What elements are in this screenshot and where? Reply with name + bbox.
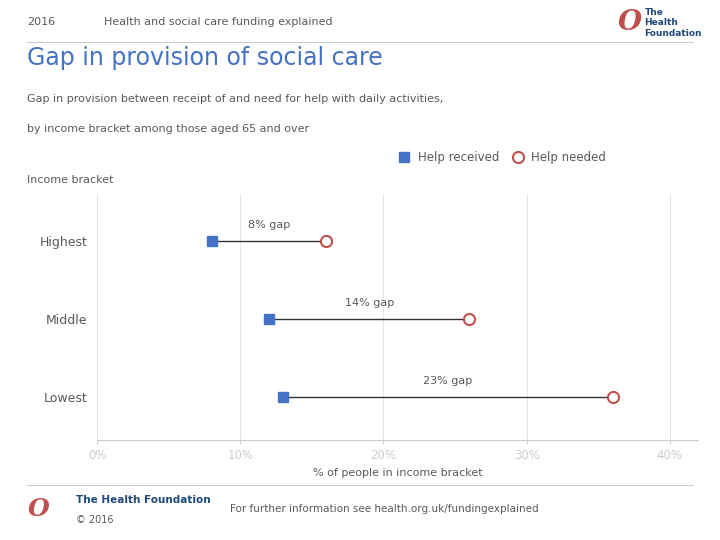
Text: 23% gap: 23% gap: [423, 375, 472, 386]
Text: Help received: Help received: [418, 151, 499, 164]
Text: Foundation: Foundation: [644, 29, 702, 38]
Text: Help needed: Help needed: [531, 151, 606, 164]
Text: The Health Foundation: The Health Foundation: [76, 495, 210, 505]
Text: Health: Health: [644, 18, 678, 28]
Text: The: The: [644, 8, 663, 17]
Text: Gap in provision of social care: Gap in provision of social care: [27, 46, 383, 70]
Text: 2016: 2016: [27, 17, 55, 27]
Text: Gap in provision between receipt of and need for help with daily activities,: Gap in provision between receipt of and …: [27, 94, 444, 104]
X-axis label: % of people in income bracket: % of people in income bracket: [313, 468, 482, 478]
Text: Income bracket: Income bracket: [27, 176, 114, 185]
Text: © 2016: © 2016: [76, 515, 113, 525]
Text: O: O: [618, 9, 642, 36]
Text: 8% gap: 8% gap: [248, 219, 290, 230]
Text: 14% gap: 14% gap: [345, 298, 394, 307]
Text: For further information see health.org.uk/fundingexplained: For further information see health.org.u…: [230, 504, 539, 514]
Text: Health and social care funding explained: Health and social care funding explained: [104, 17, 333, 27]
Text: O: O: [27, 497, 49, 521]
Text: by income bracket among those aged 65 and over: by income bracket among those aged 65 an…: [27, 124, 310, 134]
